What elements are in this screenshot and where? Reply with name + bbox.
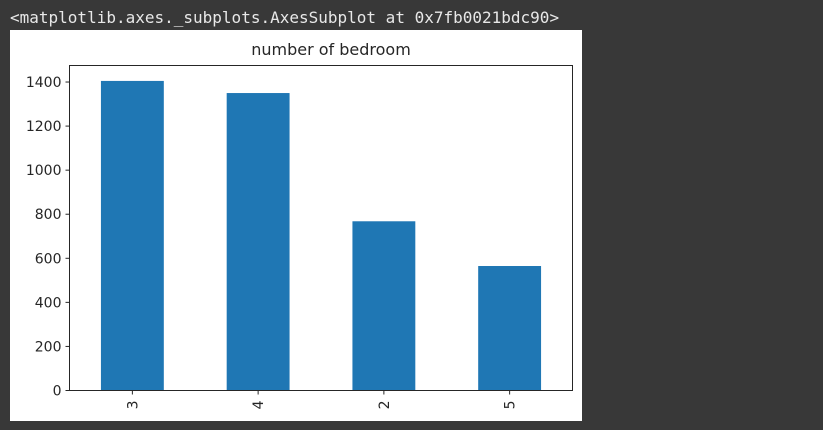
y-tick-label: 1400 <box>26 75 62 91</box>
y-tick-label: 1200 <box>26 119 62 135</box>
plot-frame <box>69 65 573 391</box>
bar-3 <box>100 80 164 391</box>
bar-2 <box>352 221 416 391</box>
x-tick-label: 2 <box>377 401 393 410</box>
bar-chart: number of bedroom 0 200 400 600 800 1000 1200 1… <box>26 40 573 410</box>
bars-layer <box>100 80 542 391</box>
y-tick-label: 600 <box>35 251 62 267</box>
y-tick-label: 1000 <box>26 163 62 179</box>
bar-4 <box>226 93 290 391</box>
x-tick-label: 4 <box>251 400 267 409</box>
y-axis: 0 200 400 600 800 1000 1200 1400 <box>26 75 70 400</box>
x-axis: 3 4 2 5 <box>125 390 519 410</box>
cell-output-repr: <matplotlib.axes._subplots.AxesSubplot a… <box>10 8 560 27</box>
y-tick-label: 200 <box>35 339 62 355</box>
x-tick-label: 5 <box>503 401 519 410</box>
y-tick-label: 0 <box>53 384 62 400</box>
chart-title: number of bedroom <box>251 40 411 59</box>
x-tick-label: 3 <box>125 401 141 410</box>
bar-5 <box>478 266 542 391</box>
plot-figure: number of bedroom 0 200 400 600 800 1000 1200 1… <box>10 30 582 421</box>
y-tick-label: 400 <box>35 295 62 311</box>
y-tick-label: 800 <box>35 207 62 223</box>
